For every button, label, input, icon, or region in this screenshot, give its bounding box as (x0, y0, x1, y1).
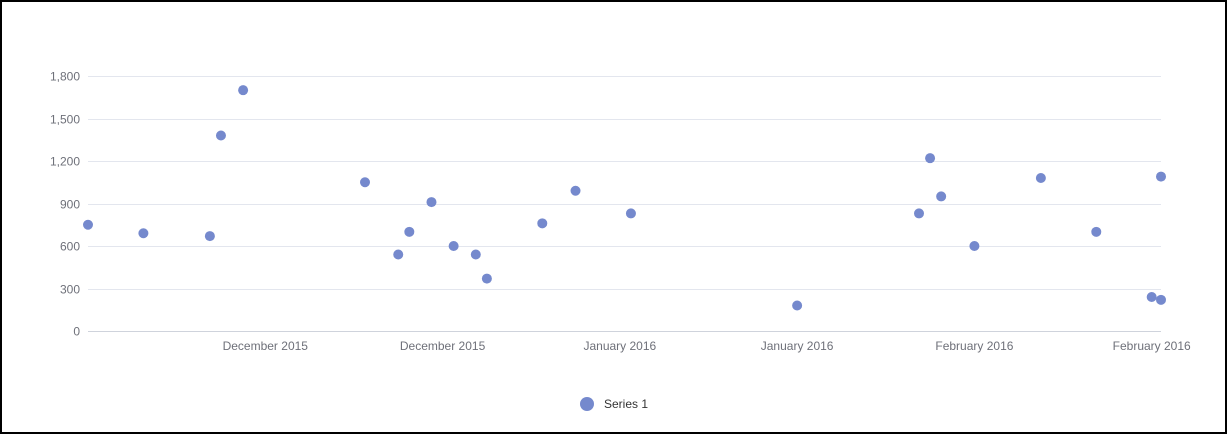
x-tick-label: December 2015 (223, 339, 309, 353)
y-tick-label: 1,800 (50, 70, 80, 84)
data-point[interactable] (393, 249, 404, 260)
data-point[interactable] (470, 249, 481, 260)
data-point[interactable] (969, 241, 980, 251)
y-tick-label: 900 (60, 198, 80, 212)
data-point[interactable] (138, 228, 149, 239)
data-point[interactable] (360, 177, 370, 188)
data-point[interactable] (1146, 292, 1157, 302)
legend-series-1-marker[interactable] (580, 397, 594, 411)
data-point[interactable] (448, 241, 459, 251)
y-tick-label: 1,200 (50, 155, 80, 169)
y-tick-label: 300 (60, 283, 80, 297)
data-point[interactable] (215, 130, 226, 141)
data-point[interactable] (925, 153, 936, 164)
x-tick-label: December 2015 (400, 339, 486, 353)
x-tick-label: February 2016 (935, 339, 1013, 353)
data-point[interactable] (936, 191, 947, 202)
data-point[interactable] (481, 273, 492, 284)
data-point[interactable] (537, 218, 548, 229)
y-tick-label: 0 (73, 325, 80, 339)
data-point[interactable] (1156, 171, 1166, 182)
legend-series-1-label[interactable]: Series 1 (604, 397, 648, 411)
data-point[interactable] (204, 231, 215, 242)
x-tick-label: February 2016 (1113, 339, 1191, 353)
y-axis: 0 300 600 900 1,200 1,500 1,800 (50, 70, 80, 339)
data-point[interactable] (914, 208, 924, 219)
data-points (83, 85, 1166, 311)
data-point[interactable] (625, 208, 636, 219)
data-point[interactable] (1091, 226, 1102, 237)
data-point[interactable] (238, 85, 249, 96)
data-point[interactable] (570, 185, 581, 196)
x-tick-label: January 2016 (583, 339, 656, 353)
legend[interactable]: Series 1 (580, 397, 648, 411)
data-point[interactable] (83, 219, 93, 230)
data-point[interactable] (792, 300, 803, 311)
data-point[interactable] (426, 197, 437, 208)
data-point[interactable] (1156, 294, 1166, 305)
y-tick-label: 1,500 (50, 113, 80, 127)
y-tick-label: 600 (60, 240, 80, 254)
data-point[interactable] (404, 226, 415, 237)
x-axis: December 2015 December 2015 January 2016 Ja… (223, 339, 1191, 353)
data-point[interactable] (1035, 173, 1046, 183)
grid-lines (88, 76, 1161, 332)
x-tick-label: January 2016 (761, 339, 834, 353)
